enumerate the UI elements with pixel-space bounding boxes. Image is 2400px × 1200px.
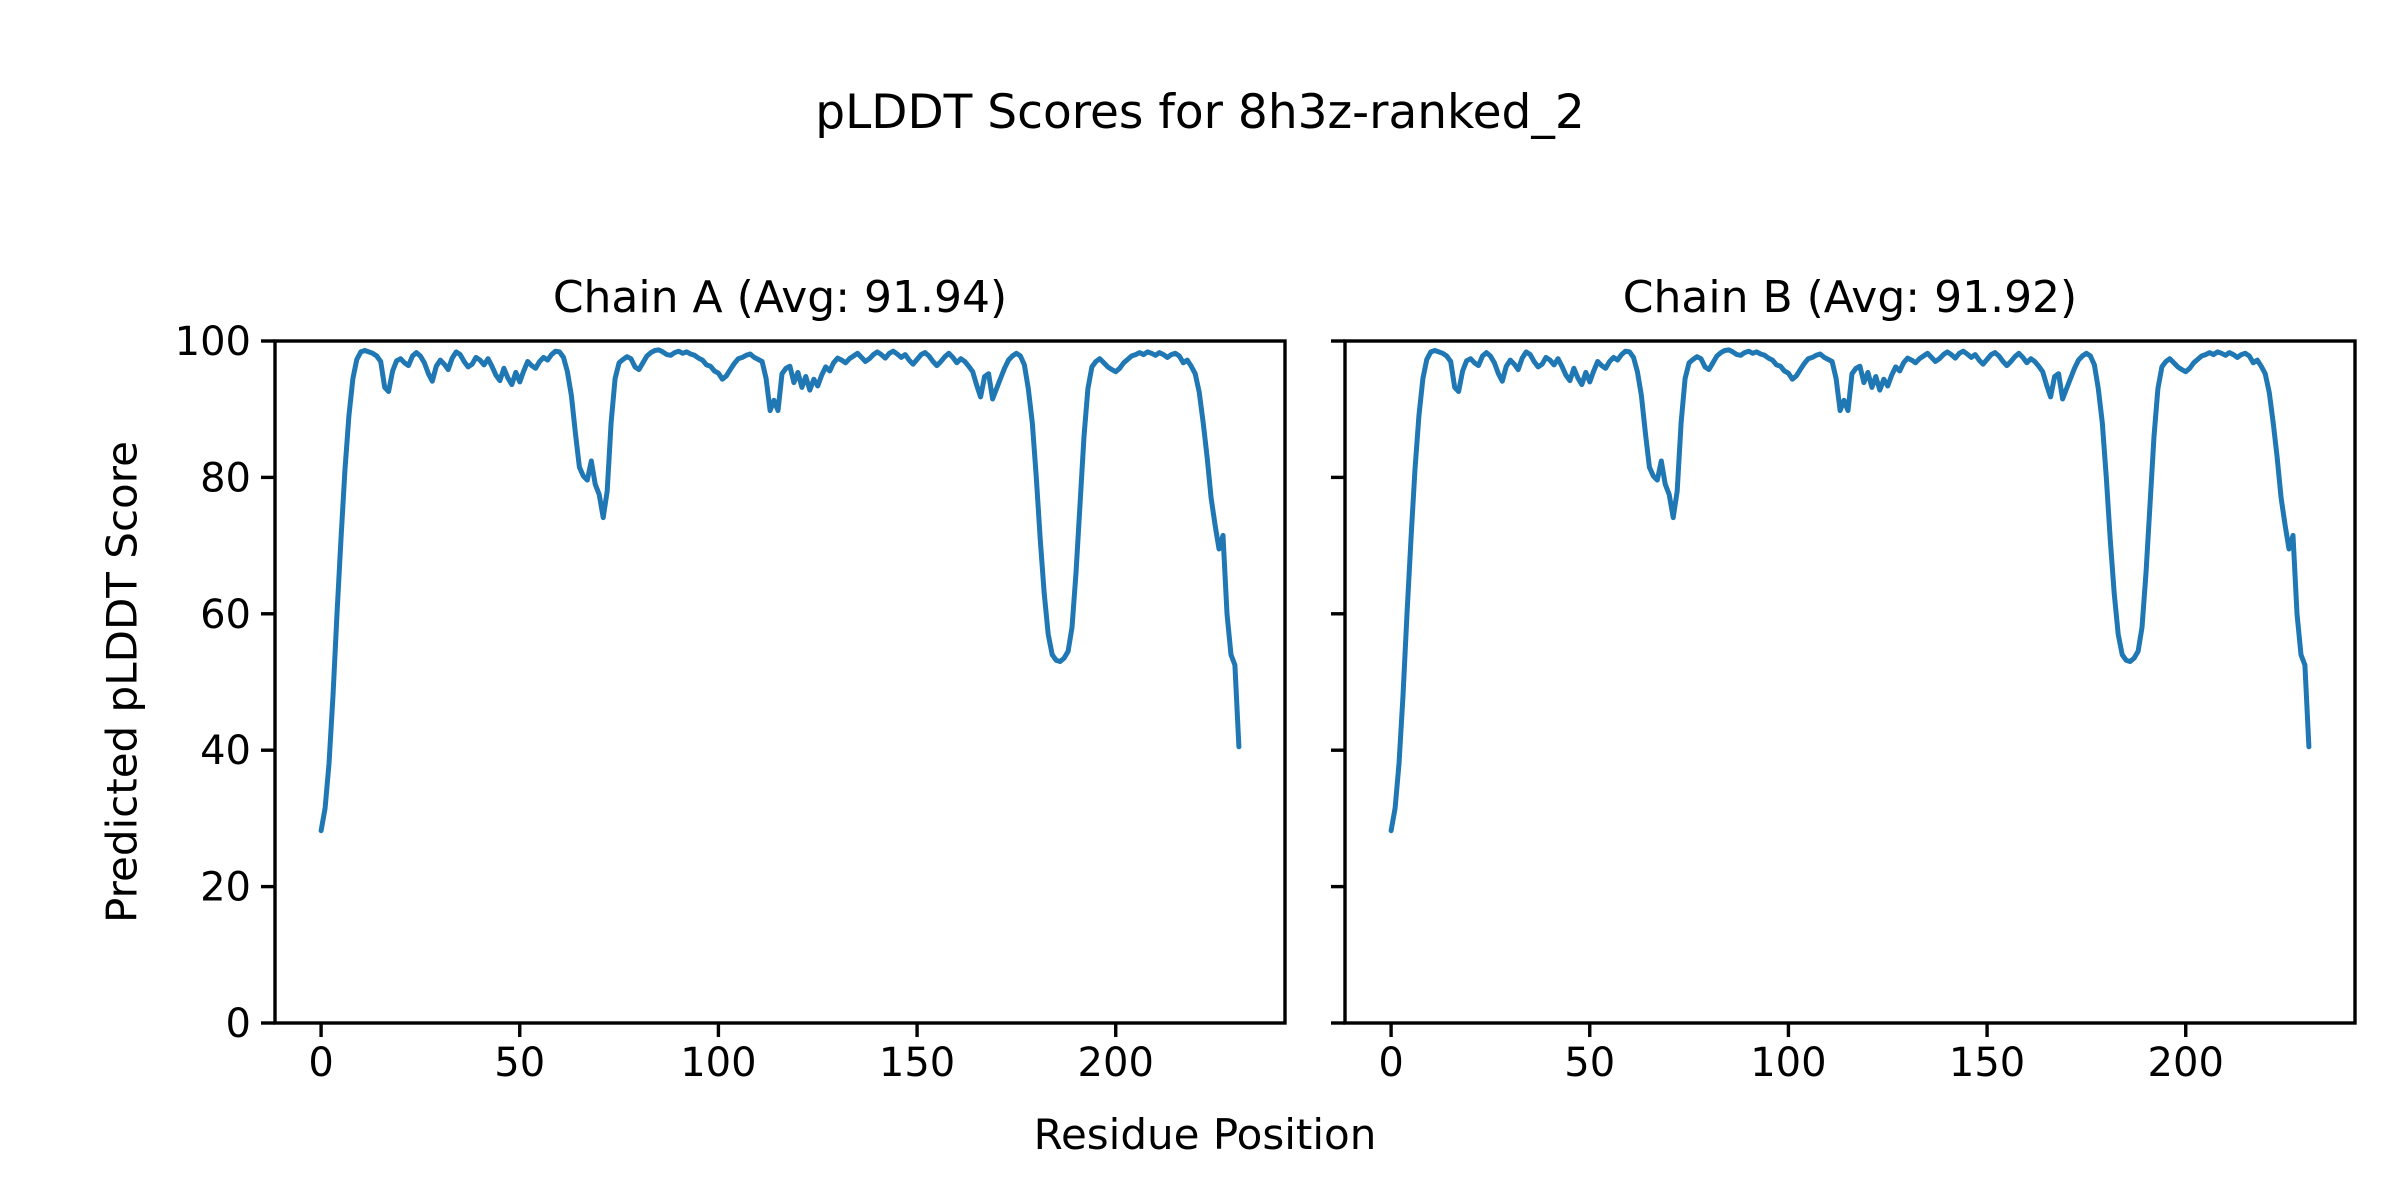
x-tick-label: 100 [1750, 1040, 1826, 1086]
x-tick-label: 0 [308, 1040, 333, 1086]
subplot-title-chain-b: Chain B (Avg: 91.92) [1622, 272, 2078, 323]
y-tick-label: 20 [200, 865, 251, 911]
x-tick-label: 200 [1078, 1040, 1154, 1086]
x-tick-label: 50 [494, 1040, 545, 1086]
y-tick-label: 100 [175, 319, 251, 365]
subplot-title-chain-a: Chain A (Avg: 91.94) [552, 272, 1008, 323]
x-tick-label: 100 [680, 1040, 756, 1086]
y-tick-label: 60 [200, 592, 251, 638]
axes-frame-chain-b [1343, 339, 2357, 1025]
y-tick-label: 40 [200, 728, 251, 774]
x-axis-label: Residue Position [1033, 1110, 1377, 1159]
plddt-line-chain-b [1388, 347, 2312, 834]
x-tick-label: 50 [1564, 1040, 1615, 1086]
y-tick-label: 80 [200, 455, 251, 501]
x-tick-label: 200 [2148, 1040, 2224, 1086]
figure-title: pLDDT Scores for 8h3z-ranked_2 [815, 85, 1585, 140]
x-tick-label: 0 [1378, 1040, 1403, 1086]
plddt-line-chain-a [318, 347, 1242, 834]
y-tick-label: 0 [226, 1001, 251, 1047]
x-tick-label: 150 [879, 1040, 955, 1086]
axes-frame-chain-a [273, 339, 1287, 1025]
x-tick-label: 150 [1949, 1040, 2025, 1086]
